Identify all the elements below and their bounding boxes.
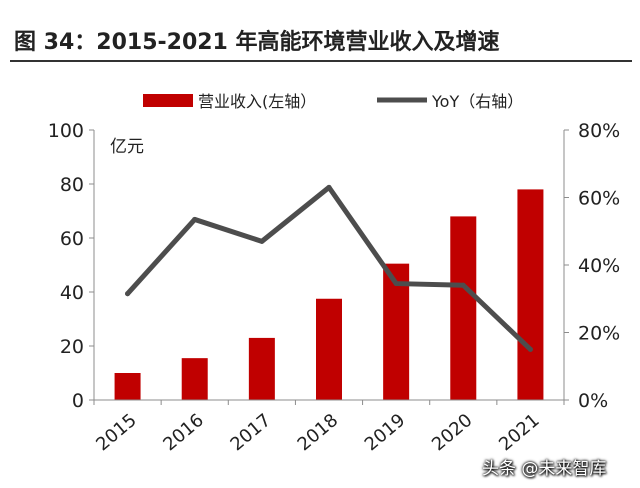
x-tick-label: 2017 xyxy=(226,410,275,456)
bar xyxy=(383,263,410,400)
right-tick-label: 80% xyxy=(578,120,620,142)
left-tick-label: 40 xyxy=(60,282,84,304)
right-axis-ticks: 0% 20% 40% 60% 80% xyxy=(564,120,620,412)
yoy-point xyxy=(527,346,533,352)
legend-label-line: YoY（右轴） xyxy=(431,92,523,111)
x-tick-label: 2021 xyxy=(495,410,544,456)
left-tick-label: 80 xyxy=(60,174,84,196)
x-tick-label: 2019 xyxy=(361,410,410,456)
x-axis-ticks: 2015 2016 2017 2018 2019 2020 2021 xyxy=(92,400,565,456)
legend-label-bar: 营业收入(左轴） xyxy=(198,92,316,111)
right-tick-label: 20% xyxy=(578,323,620,345)
bar xyxy=(517,189,544,400)
yoy-point xyxy=(192,216,198,222)
legend-swatch-bar xyxy=(143,94,193,107)
watermark: 头条 @未来智库 xyxy=(482,459,607,479)
legend: 营业收入(左轴） YoY（右轴） xyxy=(143,92,523,111)
right-tick-label: 40% xyxy=(578,255,620,277)
x-tick-label: 2020 xyxy=(428,410,477,456)
left-tick-label: 0 xyxy=(72,390,84,412)
x-tick-label: 2015 xyxy=(92,410,141,456)
right-tick-label: 0% xyxy=(578,390,608,412)
yoy-point xyxy=(259,238,265,244)
x-tick-label: 2018 xyxy=(294,410,343,456)
yoy-point xyxy=(460,282,466,288)
left-tick-label: 60 xyxy=(60,228,84,250)
left-axis-unit-label: 亿元 xyxy=(110,137,144,157)
bar-series xyxy=(114,189,544,400)
x-tick-label: 2016 xyxy=(159,410,208,456)
yoy-point xyxy=(393,281,399,287)
title-divider xyxy=(10,60,632,62)
bar xyxy=(450,216,477,400)
bar xyxy=(181,358,208,400)
yoy-point xyxy=(326,184,332,190)
yoy-point xyxy=(125,291,131,297)
bar xyxy=(248,337,275,400)
left-axis-ticks: 0 20 40 60 80 100 xyxy=(48,120,94,412)
left-tick-label: 100 xyxy=(48,120,84,142)
yoy-line-series xyxy=(125,184,533,352)
bar xyxy=(316,298,342,400)
right-tick-label: 60% xyxy=(578,188,620,210)
left-tick-label: 20 xyxy=(60,336,84,358)
chart-title: 图 34：2015-2021 年高能环境营业收入及增速 xyxy=(14,30,500,55)
bar xyxy=(114,373,141,400)
